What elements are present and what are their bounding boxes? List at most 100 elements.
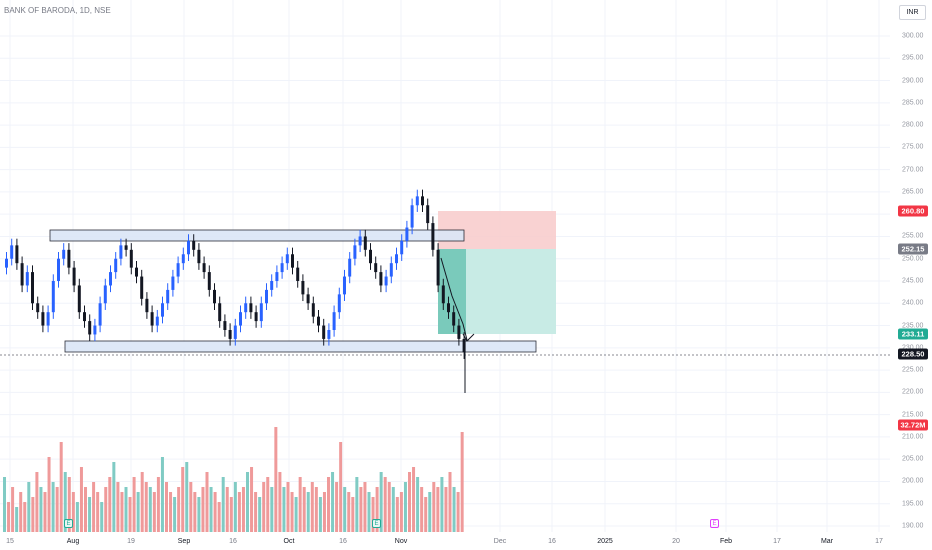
candle-body: [431, 223, 435, 250]
volume-bar: [213, 492, 217, 532]
earnings-marker[interactable]: E: [64, 519, 73, 528]
volume-bar: [246, 472, 249, 532]
candle-body: [103, 285, 107, 304]
candle-body: [161, 303, 164, 317]
volume-bar: [71, 492, 75, 532]
volume-bar: [108, 477, 112, 532]
price-tick-label: 225.00: [902, 366, 924, 374]
candle-body: [369, 249, 372, 264]
volume-bar: [306, 492, 310, 532]
volume-bar: [444, 487, 448, 532]
candle-body: [192, 240, 196, 250]
volume-bar: [331, 472, 335, 532]
candle-body: [410, 205, 414, 228]
volume-bar: [298, 477, 302, 532]
volume-bar: [460, 432, 464, 532]
volume-bar: [278, 472, 282, 532]
volume-bar: [258, 497, 262, 532]
volume-bar: [3, 477, 6, 532]
symbol-title[interactable]: BANK OF BARODA, 1D, NSE: [4, 6, 111, 15]
candle-body: [384, 276, 388, 286]
volume-bar: [375, 487, 379, 532]
candle-body: [36, 303, 40, 313]
candle-body: [317, 316, 320, 326]
candle-body: [405, 227, 409, 241]
candle-body: [311, 303, 315, 317]
price-tick-label: 285.00: [902, 99, 924, 107]
volume-bar: [322, 492, 326, 532]
price-tick-label: 195.00: [902, 500, 924, 508]
candle-body: [462, 338, 466, 353]
volume-bar: [7, 502, 11, 532]
candle-body: [233, 325, 237, 339]
volume-bar: [250, 467, 254, 532]
volume-bar: [160, 457, 164, 532]
candle-body: [51, 281, 55, 313]
volume-bar: [440, 477, 444, 532]
candle-body: [181, 254, 185, 264]
candle-body: [109, 272, 112, 286]
earnings-marker[interactable]: E: [710, 519, 719, 528]
volume-bar: [63, 472, 67, 532]
volume-badge: 32.72M: [898, 419, 928, 431]
candle-body: [348, 258, 352, 277]
volume-bar: [193, 492, 197, 532]
candle-body: [306, 294, 310, 304]
volume-bar: [217, 502, 221, 532]
volume-bar: [197, 497, 201, 532]
currency-button[interactable]: INR: [899, 5, 926, 20]
volume-bar: [274, 427, 278, 532]
volume-bar: [132, 477, 136, 532]
candle-body: [452, 312, 456, 326]
volume-bar: [19, 492, 23, 532]
volume-bar: [403, 482, 407, 532]
volume-bar: [347, 492, 351, 532]
candle-body: [441, 285, 445, 304]
candle-body: [124, 245, 128, 250]
volume-bar: [11, 487, 15, 532]
candle-body: [254, 312, 258, 322]
earnings-marker[interactable]: E: [372, 519, 381, 528]
candle-body: [400, 240, 404, 255]
volume-bar: [140, 472, 144, 532]
volume-bar: [359, 487, 363, 532]
volume-bar: [124, 487, 128, 532]
candle-body: [249, 303, 253, 313]
stop-loss-price-badge: 260.80: [898, 205, 928, 217]
time-tick-label: Oct: [283, 538, 295, 545]
volume-bar: [412, 467, 416, 532]
volume-bar: [448, 472, 452, 532]
time-tick-label: 19: [127, 538, 135, 545]
volume-bar: [79, 467, 83, 532]
volume-bar: [55, 487, 59, 532]
volume-bar: [294, 497, 298, 532]
candle-body: [10, 245, 14, 259]
price-tick-label: 200.00: [902, 477, 924, 485]
candle-body: [119, 245, 123, 259]
candle-body: [322, 325, 326, 339]
candle-body: [31, 272, 34, 304]
volume-bar: [399, 492, 403, 532]
volume-bar: [84, 487, 87, 532]
volume-bar: [335, 482, 339, 532]
candle-body: [239, 312, 242, 326]
volume-bar: [177, 487, 181, 532]
support-box: [64, 340, 537, 353]
last-price-badge: 228.50: [898, 348, 928, 360]
volume-bar: [408, 472, 411, 532]
volume-bar: [47, 457, 51, 532]
candle-body: [436, 249, 440, 286]
candle-body: [67, 249, 71, 268]
volume-bar: [165, 482, 168, 532]
volume-bar: [343, 487, 347, 532]
candle-body: [353, 245, 357, 259]
volume-bar: [152, 492, 156, 532]
price-tick-label: 290.00: [902, 77, 924, 85]
candle-body: [145, 298, 149, 313]
volume-bar: [169, 492, 173, 532]
candle-body: [280, 263, 284, 273]
price-tick-label: 280.00: [902, 121, 924, 129]
volume-bar: [363, 482, 367, 532]
candle-body: [447, 303, 450, 313]
